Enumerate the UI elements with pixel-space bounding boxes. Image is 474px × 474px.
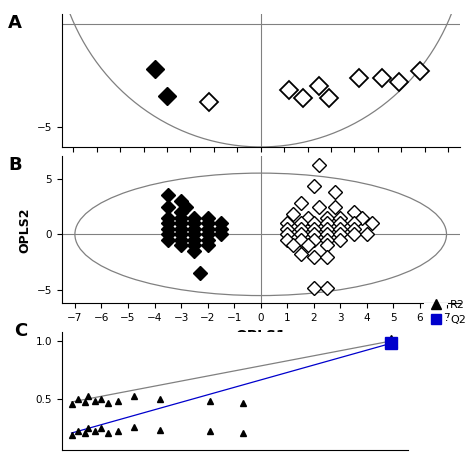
X-axis label: OPLS1: OPLS1	[235, 328, 286, 343]
X-axis label: PC1: PC1	[246, 172, 276, 186]
Y-axis label: OPLS2: OPLS2	[18, 207, 31, 253]
Text: C: C	[14, 322, 27, 340]
Legend: R2, Q2: R2, Q2	[420, 296, 470, 329]
Text: A: A	[8, 14, 22, 32]
Text: B: B	[8, 156, 22, 174]
